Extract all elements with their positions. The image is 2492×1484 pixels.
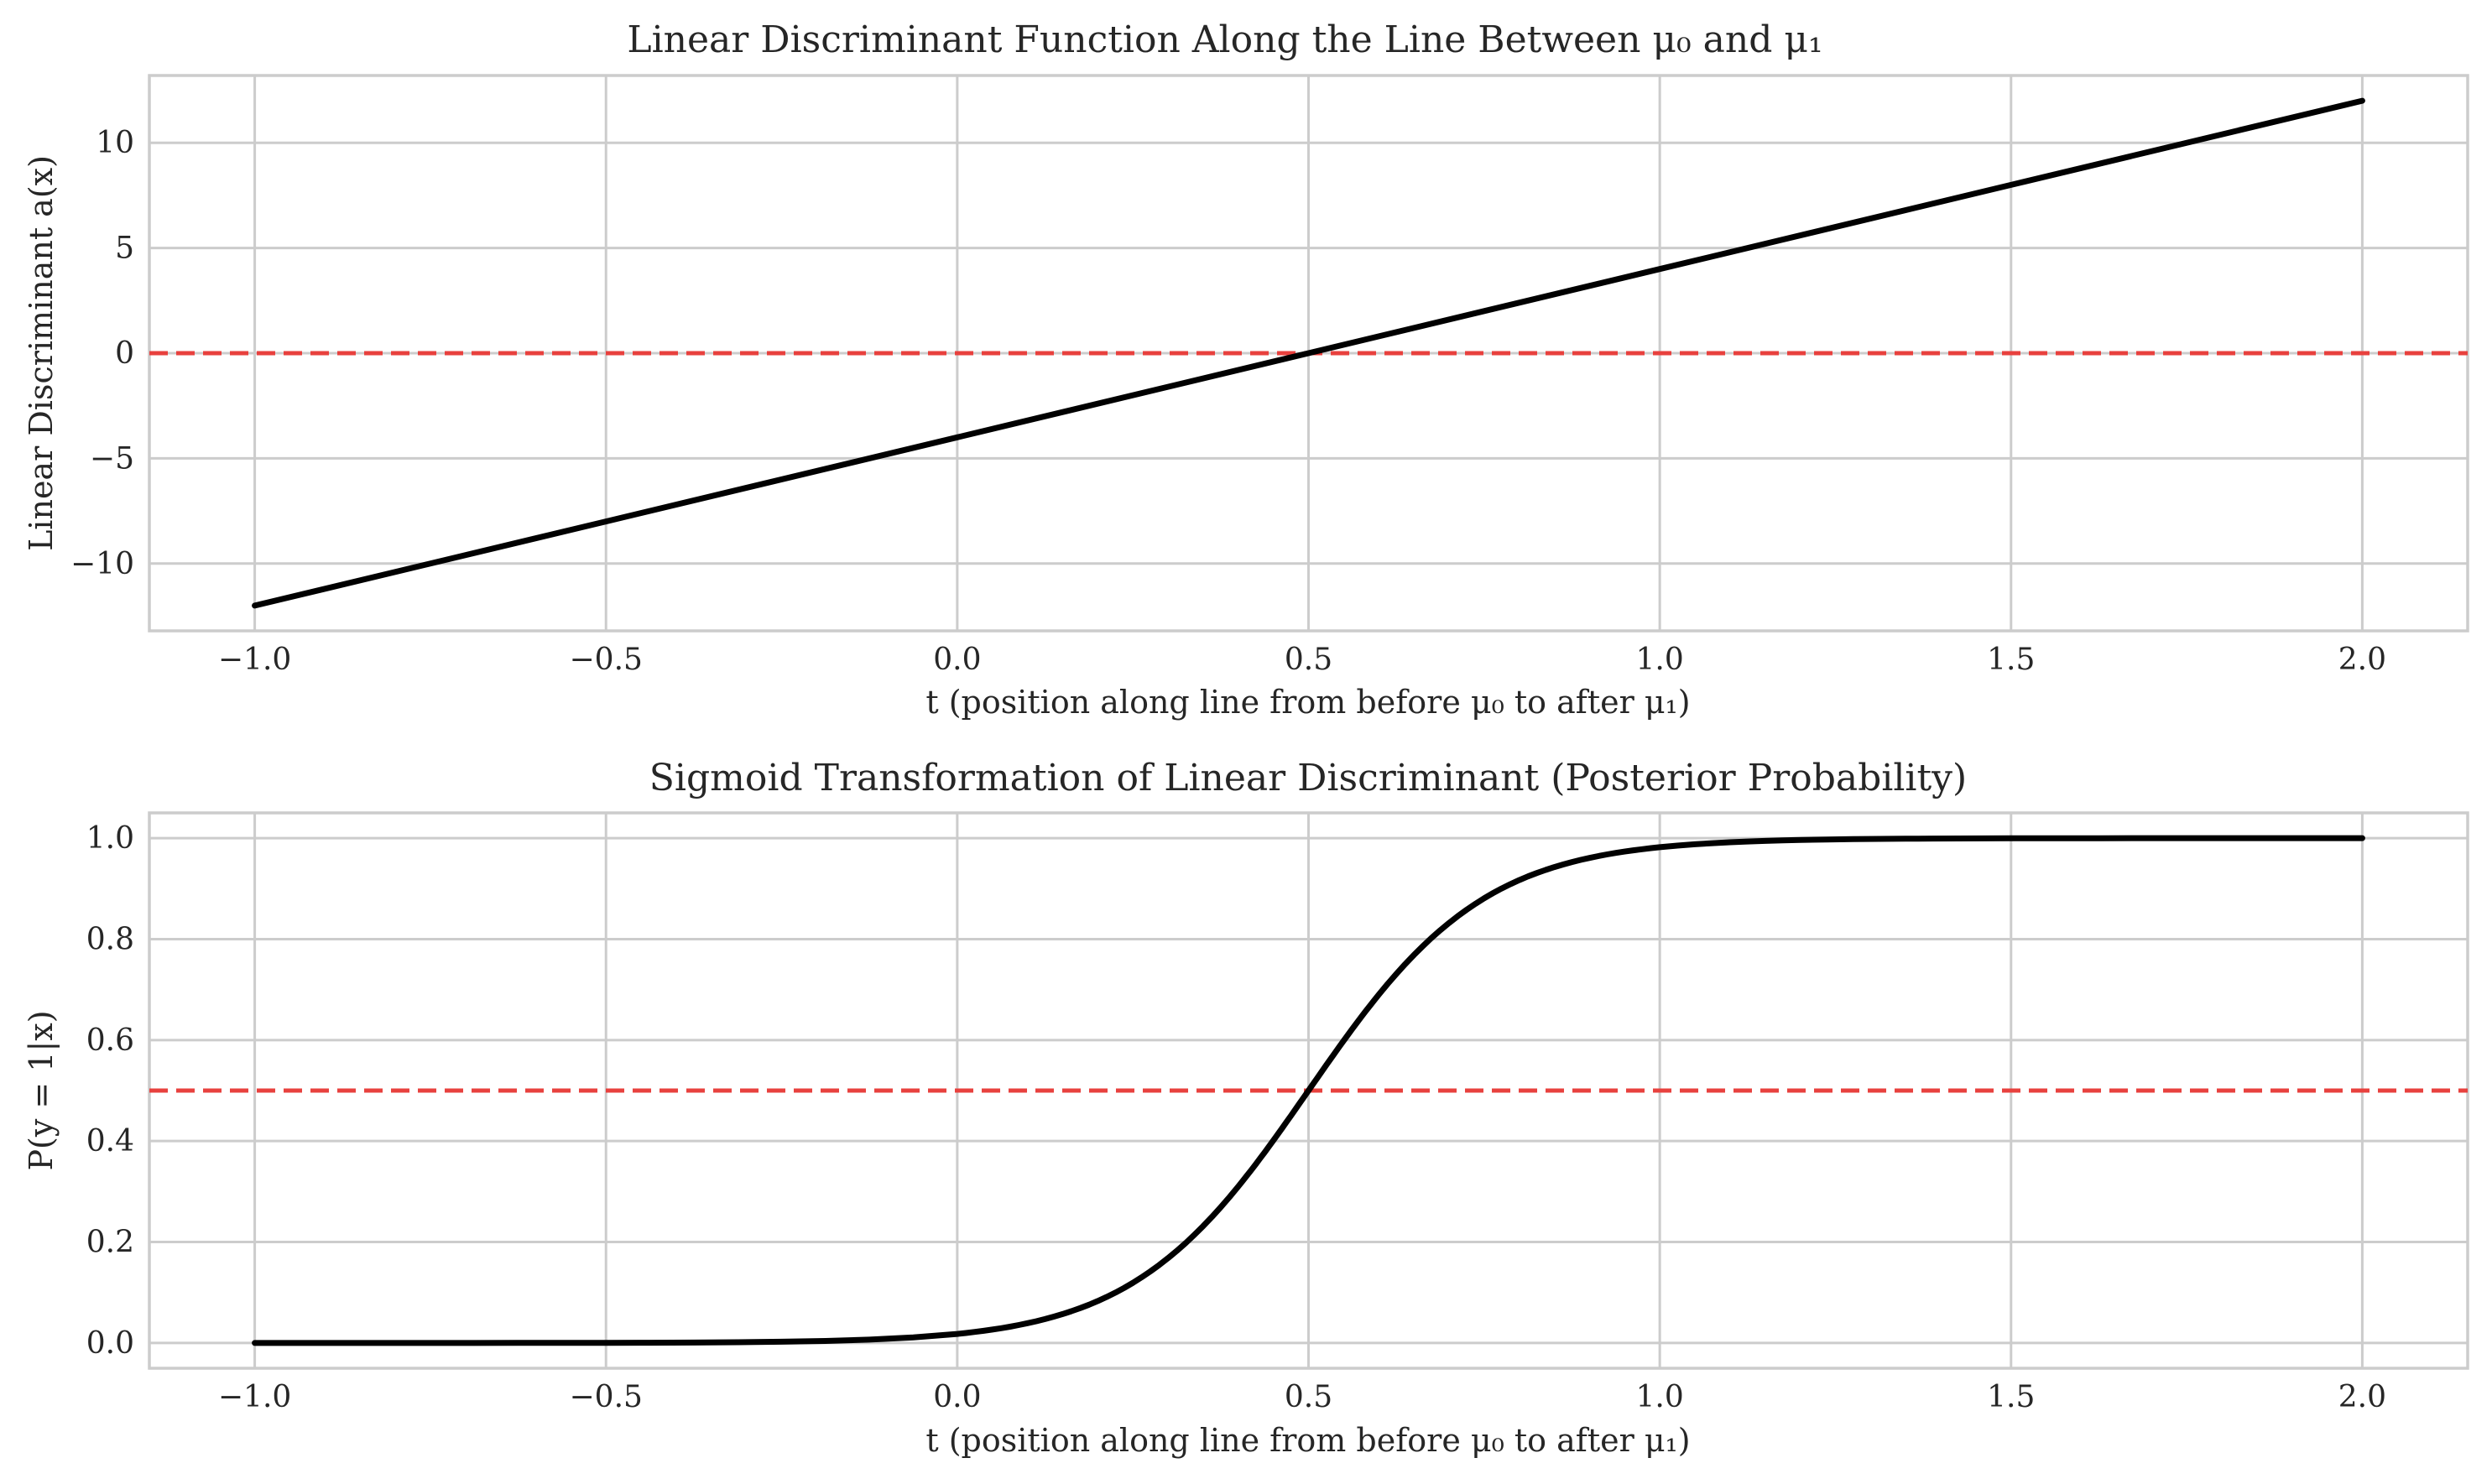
y-tick-label: 10 xyxy=(96,126,134,160)
x-tick-labels: −1.0 −0.5 0.0 0.5 1.0 1.5 2.0 xyxy=(218,1380,2386,1414)
x-tick-label: 0.0 xyxy=(933,1380,981,1414)
y-tick-label: −5 xyxy=(90,441,134,476)
x-axis-label: t (position along line from before μ₀ to… xyxy=(925,684,1690,721)
x-tick-label: 0.0 xyxy=(933,643,981,677)
y-tick-label: 0 xyxy=(115,336,134,371)
y-tick-label: 0.4 xyxy=(86,1124,134,1159)
x-tick-label: 1.5 xyxy=(1987,1380,2035,1414)
x-tick-label: 1.0 xyxy=(1636,643,1684,677)
x-tick-labels: −1.0 −0.5 0.0 0.5 1.0 1.5 2.0 xyxy=(218,643,2386,677)
y-axis-label: P(y = 1|x) xyxy=(23,1010,60,1170)
y-tick-label: −10 xyxy=(70,547,134,581)
y-axis-label: Linear Discriminant a(x) xyxy=(23,155,60,551)
y-tick-label: 1.0 xyxy=(86,821,134,856)
y-tick-label: 0.8 xyxy=(86,922,134,956)
series-line xyxy=(252,97,2365,609)
x-tick-label: −0.5 xyxy=(570,1380,643,1414)
y-tick-label: 0.6 xyxy=(86,1023,134,1058)
x-tick-label: 0.5 xyxy=(1285,1380,1332,1414)
y-tick-labels: 0.0 0.2 0.4 0.6 0.8 1.0 xyxy=(86,821,134,1361)
linear-discriminant-panel: Linear Discriminant Function Along the L… xyxy=(23,18,2469,721)
x-tick-label: 2.0 xyxy=(2338,643,2386,677)
y-tick-label: 0.0 xyxy=(86,1326,134,1361)
x-tick-label: 2.0 xyxy=(2338,1380,2386,1414)
x-axis-label: t (position along line from before μ₀ to… xyxy=(925,1422,1690,1459)
x-tick-label: 1.0 xyxy=(1636,1380,1684,1414)
chart-title: Sigmoid Transformation of Linear Discrim… xyxy=(649,757,1967,799)
x-tick-label: −1.0 xyxy=(218,1380,291,1414)
x-tick-label: −1.0 xyxy=(218,643,291,677)
sigmoid-panel: Sigmoid Transformation of Linear Discrim… xyxy=(23,757,2469,1459)
y-tick-labels: −10 −5 0 5 10 xyxy=(70,126,134,581)
chart-title: Linear Discriminant Function Along the L… xyxy=(627,18,1822,61)
grid xyxy=(149,76,2468,631)
x-tick-label: 1.5 xyxy=(1987,643,2035,677)
series-line xyxy=(252,835,2365,1346)
y-tick-label: 5 xyxy=(115,232,134,266)
y-tick-label: 0.2 xyxy=(86,1226,134,1260)
x-tick-label: −0.5 xyxy=(570,643,643,677)
x-tick-label: 0.5 xyxy=(1285,643,1332,677)
